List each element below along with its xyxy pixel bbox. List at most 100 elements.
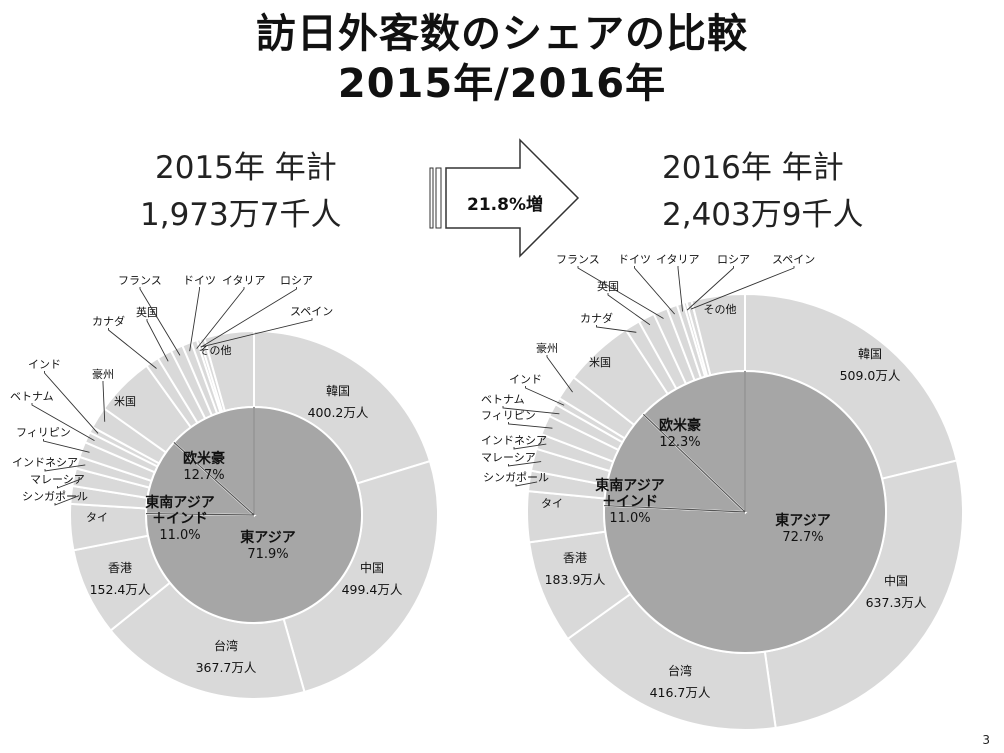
leader-line-0-7: [44, 464, 86, 472]
inner-name-0-2: 欧米豪: [183, 450, 225, 467]
inner-name-1-1: ＋インド: [602, 494, 658, 510]
outer-name-0-18: ロシア: [280, 274, 313, 287]
leader-line-1-15: [577, 266, 664, 319]
outer-name-0-19: スペイン: [290, 305, 333, 318]
outer-name-1-7: インドネシア: [481, 434, 547, 447]
year-label-2016: 2016年 年計: [662, 150, 844, 186]
outer-name-0-7: インドネシア: [12, 456, 78, 469]
outer-name-0-1: 中国: [360, 560, 384, 575]
outer-name-1-19: スペイン: [772, 253, 815, 266]
outer-name-1-9: ベトナム: [481, 393, 525, 406]
outer-name-1-1: 中国: [884, 573, 908, 588]
leader-line-1-17: [677, 266, 684, 312]
outer-name-0-17: イタリア: [222, 274, 266, 287]
outer-name-0-9: ベトナム: [10, 390, 54, 403]
leader-line-1-9: [502, 406, 560, 415]
leader-line-0-11: [102, 381, 106, 422]
leader-line-0-15: [139, 287, 181, 356]
outer-name-1-13: カナダ: [580, 311, 613, 325]
leader-line-0-9: [31, 403, 95, 442]
inner-divider-0-1: [173, 442, 255, 516]
inner-name-0-0: 東アジア: [240, 529, 295, 546]
outer-name-1-6: マレーシア: [481, 451, 536, 464]
leader-line-0-19: [204, 318, 313, 347]
year-label-2015: 2015年 年計: [155, 150, 337, 186]
outer-value-1-0: 509.0万人: [840, 368, 901, 383]
outer-name-0-4: タイ: [86, 511, 108, 524]
growth-label: 21.8%増: [467, 195, 543, 215]
leader-line-0-10: [44, 371, 99, 434]
leader-line-1-13: [596, 325, 637, 333]
outer-name-0-10: インド: [28, 358, 61, 371]
total-label-2015: 1,973万7千人: [140, 197, 342, 233]
outer-name-0-0: 韓国: [326, 384, 350, 398]
page-subtitle: 2015年/2016年: [337, 61, 667, 107]
outer-name-0-8: フィリピン: [16, 426, 71, 439]
outer-name-1-2: 台湾: [668, 663, 692, 678]
leader-line-0-6: [57, 478, 82, 489]
outer-name-1-15: フランス: [556, 253, 600, 266]
outer-value-1-1: 637.3万人: [866, 595, 927, 610]
outer-name-1-0: 韓国: [858, 347, 882, 361]
inner-divider-1-1: [642, 413, 746, 513]
leader-line-1-6: [508, 461, 542, 467]
outer-value-0-3: 152.4万人: [90, 582, 151, 597]
total-label-2016: 2,403万9千人: [662, 197, 864, 233]
inner-value-1-2: 12.3%: [659, 435, 700, 450]
inner-name-1-0: 東アジア: [775, 512, 830, 529]
outer-name-1-10: インド: [509, 373, 542, 386]
inner-slice-0-1: [144, 441, 257, 517]
outer-name-0-3: 香港: [108, 561, 132, 575]
outer-name-0-20: その他: [199, 344, 232, 357]
leader-line-1-10: [525, 386, 565, 406]
outer-name-0-15: フランス: [118, 274, 162, 287]
outer-name-1-18: ロシア: [717, 253, 750, 266]
leader-line-1-16: [634, 266, 676, 315]
inner-name-1-2: 欧米豪: [659, 417, 701, 434]
outer-name-0-14: 英国: [136, 305, 158, 319]
inner-slice-0-0: [145, 405, 363, 624]
outer-name-1-20: その他: [704, 303, 737, 316]
outer-name-0-6: マレーシア: [30, 473, 85, 486]
leader-line-1-18: [686, 266, 734, 311]
outer-name-1-17: イタリア: [656, 253, 700, 266]
leader-line-0-8: [43, 439, 90, 453]
leader-line-1-5: [515, 481, 538, 487]
leader-line-0-18: [200, 287, 297, 348]
leader-line-0-13: [108, 328, 157, 369]
inner-slice-1-1: [603, 412, 748, 514]
inner-name-1-1: 東南アジア: [595, 477, 664, 494]
inner-slice-1-2: [641, 369, 746, 515]
outer-name-1-5: シンガポール: [483, 471, 549, 484]
leader-line-0-14: [146, 319, 169, 362]
outer-value-0-1: 499.4万人: [342, 582, 403, 597]
outer-name-1-11: 豪州: [536, 341, 558, 355]
leader-line-0-16: [189, 287, 200, 352]
inner-slice-1-0: [603, 369, 887, 654]
outer-value-1-3: 183.9万人: [545, 572, 606, 587]
inner-value-0-2: 12.7%: [183, 468, 224, 483]
inner-slice-0-2: [172, 405, 255, 518]
leader-line-1-14: [607, 293, 651, 326]
inner-value-1-1: 11.0%: [609, 511, 650, 526]
outer-value-0-0: 400.2万人: [308, 405, 369, 420]
outer-name-1-8: フィリピン: [481, 409, 536, 422]
outer-value-0-2: 367.7万人: [196, 660, 257, 675]
outer-name-0-5: シンガポール: [22, 490, 88, 503]
leader-line-1-8: [508, 422, 553, 429]
outer-name-1-3: 香港: [563, 551, 587, 565]
leader-line-0-17: [196, 287, 245, 349]
leader-line-1-11: [546, 355, 573, 393]
page-title: 訪日外客数のシェアの比較: [256, 11, 748, 57]
inner-name-0-1: ＋インド: [152, 511, 208, 527]
page-number: 3: [982, 733, 990, 747]
outer-value-1-2: 416.7万人: [650, 685, 711, 700]
inner-value-0-1: 11.0%: [159, 528, 200, 543]
inner-value-0-0: 71.9%: [247, 547, 288, 562]
leader-line-1-19: [690, 266, 795, 310]
outer-name-0-13: カナダ: [92, 314, 125, 328]
outer-name-1-16: ドイツ: [618, 253, 651, 266]
outer-name-0-2: 台湾: [214, 638, 238, 653]
inner-divider-0-0: [146, 512, 255, 516]
